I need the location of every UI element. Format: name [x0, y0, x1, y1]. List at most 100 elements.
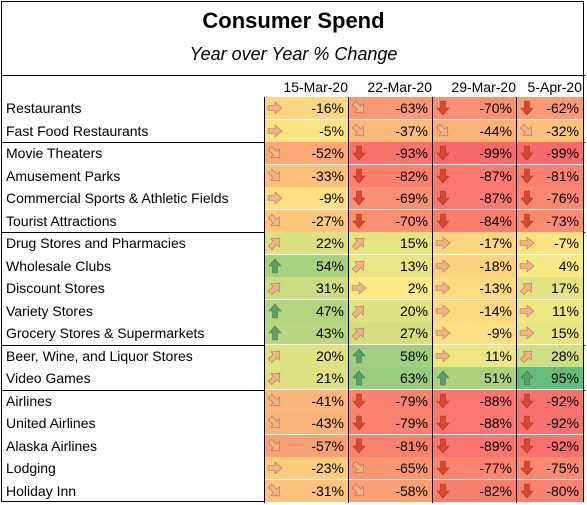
cell-value: -87% [479, 190, 512, 206]
right-arrow-icon [435, 325, 451, 341]
up-right-arrow-icon [351, 325, 367, 341]
down-arrow-icon [519, 393, 535, 409]
cell-value: 51% [483, 370, 512, 386]
down-arrow-icon [435, 168, 451, 184]
data-cell: 95% [516, 367, 583, 389]
row-label: Amusement Parks [6, 167, 121, 184]
data-cell: 11% [516, 299, 583, 322]
cell-value: -52% [311, 145, 344, 161]
cell-value: -92% [546, 415, 579, 431]
cell-value: 21% [315, 370, 344, 386]
cell-value: -92% [546, 392, 579, 409]
table-row: Video Games 21% 63% 51% 95% [2, 367, 585, 389]
data-cell: 47% [264, 299, 348, 322]
cell-value: -58% [395, 482, 428, 499]
down-arrow-icon [351, 393, 367, 409]
down-arrow-icon [435, 100, 451, 116]
cell-value: -69% [395, 190, 428, 206]
down-right-arrow-icon [351, 123, 367, 139]
cell-value: 28% [550, 347, 579, 364]
row-label: Tourist Attractions [6, 212, 117, 229]
column-header: 15-Mar-20 [283, 79, 348, 95]
chart-subtitle: Year over Year % Change [189, 44, 398, 64]
cell-value: -63% [395, 100, 428, 116]
cell-value: -44% [479, 122, 512, 139]
data-cell: -99% [432, 142, 516, 164]
down-arrow-icon [519, 460, 535, 476]
cell-value: -89% [479, 437, 512, 454]
data-cell: -58% [348, 479, 432, 502]
data-cell: -37% [348, 119, 432, 142]
table-row: United Airlines -43% -79% -88% -92% [2, 412, 585, 434]
data-cell: 11% [432, 344, 516, 367]
down-arrow-icon [351, 190, 367, 206]
down-arrow-icon [519, 145, 535, 161]
data-cell: 4% [516, 254, 583, 277]
down-right-arrow-icon [267, 168, 283, 184]
data-cell: -77% [432, 457, 516, 479]
right-arrow-icon [267, 100, 283, 116]
right-arrow-icon [435, 303, 451, 319]
cell-value: -73% [546, 212, 579, 229]
up-right-arrow-icon [351, 258, 367, 274]
row-label: Holiday Inn [6, 482, 77, 499]
data-cell: -92% [516, 434, 583, 457]
data-cell: -87% [432, 187, 516, 209]
cell-value: -84% [479, 212, 512, 229]
cell-value: -27% [311, 212, 344, 229]
data-cell: -62% [516, 97, 583, 119]
cell-value: 47% [315, 302, 344, 319]
cell-value: -16% [311, 100, 344, 116]
column-header-row: 15-Mar-20 22-Mar-20 29-Mar-20 5-Apr-20 [2, 75, 585, 98]
data-cell: 51% [432, 367, 516, 389]
right-arrow-icon [519, 325, 535, 341]
down-arrow-icon [435, 415, 451, 431]
down-arrow-icon [435, 460, 451, 476]
data-cell: 20% [264, 344, 348, 367]
data-cell: 31% [264, 277, 348, 299]
cell-value: 17% [550, 280, 579, 296]
cell-value: -77% [479, 460, 512, 476]
up-right-arrow-icon [351, 303, 367, 319]
cell-value: -9% [487, 325, 512, 341]
down-arrow-icon [519, 168, 535, 184]
right-arrow-icon [435, 280, 451, 296]
right-arrow-icon [519, 258, 535, 274]
data-cell: 22% [264, 232, 348, 254]
data-cell: 15% [348, 232, 432, 254]
data-cell: 28% [516, 344, 583, 367]
row-label: Grocery Stores & Supermarkets [6, 325, 205, 341]
table-row: Alaska Airlines -57% -81% -89% -92% [2, 434, 585, 457]
cell-value: -13% [479, 280, 512, 296]
down-arrow-icon [351, 145, 367, 161]
up-arrow-icon [435, 370, 451, 386]
cell-value: 43% [315, 325, 344, 341]
data-cell: -57% [264, 434, 348, 457]
down-arrow-icon [519, 100, 535, 116]
data-cell: -13% [432, 277, 516, 299]
cell-value: 2% [407, 280, 428, 296]
data-cell: -63% [348, 97, 432, 119]
data-cell: -32% [516, 119, 583, 142]
data-cell: 17% [516, 277, 583, 299]
data-cell: -16% [264, 97, 348, 119]
cell-value: 15% [550, 325, 579, 341]
cell-value: 31% [315, 280, 344, 296]
down-arrow-icon [435, 190, 451, 206]
cell-value: -81% [546, 167, 579, 184]
data-cell: -44% [432, 119, 516, 142]
cell-value: -23% [311, 460, 344, 476]
row-label: Variety Stores [6, 302, 93, 319]
cell-value: 11% [552, 302, 579, 319]
row-label: Lodging [6, 460, 56, 476]
cell-value: -92% [546, 437, 579, 454]
table-row: Discount Stores 31% 2% -13% 17% [2, 277, 585, 299]
row-label: Discount Stores [6, 280, 105, 296]
row-label: Commercial Sports & Athletic Fields [6, 190, 229, 206]
table-row: Grocery Stores & Supermarkets 43% 27% -9% 15… [2, 322, 585, 344]
cell-value: 27% [399, 325, 428, 341]
data-cell: 43% [264, 322, 348, 344]
cell-value: -65% [395, 460, 428, 476]
down-right-arrow-icon [351, 100, 367, 116]
cell-value: -43% [311, 415, 344, 431]
